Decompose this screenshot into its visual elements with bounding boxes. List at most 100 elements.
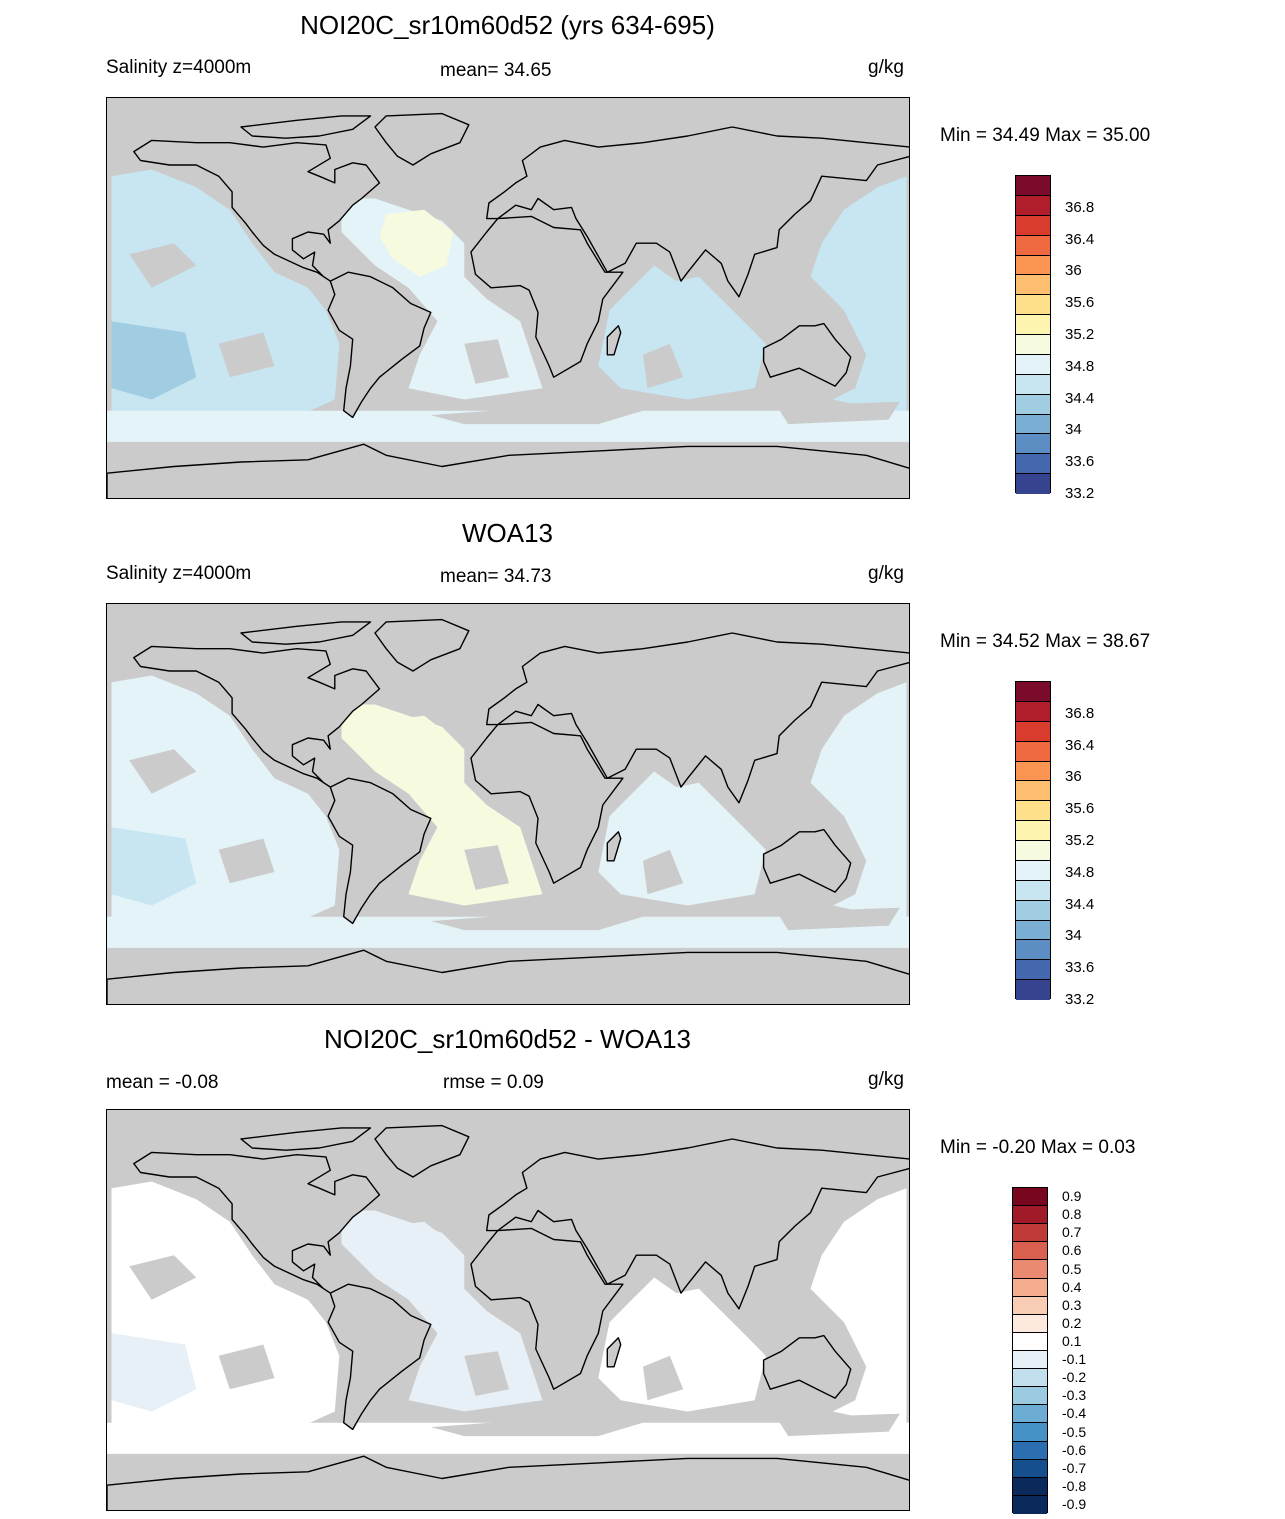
land-eurasia bbox=[486, 632, 909, 804]
colorbar-tick-label: 35.6 bbox=[1065, 294, 1095, 312]
ocean-region-pacific bbox=[810, 1188, 907, 1428]
colorbar-swatch bbox=[1016, 761, 1050, 782]
colorbar bbox=[1015, 681, 1051, 1000]
ocean-region-southern bbox=[107, 410, 909, 442]
colorbar-swatch bbox=[1016, 454, 1050, 475]
ridge-shallow-region bbox=[777, 1413, 900, 1437]
ridge-shallow-region bbox=[777, 401, 900, 425]
colorbar-swatch bbox=[1013, 1459, 1047, 1478]
colorbar-swatch bbox=[1016, 474, 1050, 494]
colorbar-swatch bbox=[1016, 940, 1050, 961]
map-canvas bbox=[107, 98, 909, 498]
ocean-region-deep bbox=[111, 321, 197, 400]
colorbar-swatch bbox=[1016, 860, 1050, 881]
colorbar-tick-label: 0.8 bbox=[1062, 1206, 1082, 1223]
colorbar-tick-label: -0.3 bbox=[1062, 1387, 1087, 1404]
colorbar-swatch bbox=[1013, 1314, 1047, 1333]
colorbar-tick-label: 36.8 bbox=[1065, 198, 1095, 216]
land-madagascar bbox=[606, 831, 622, 862]
colorbar-tick-label: 36 bbox=[1065, 768, 1082, 786]
colorbar-swatch bbox=[1016, 176, 1050, 196]
colorbar-tick-label: 0.4 bbox=[1062, 1278, 1082, 1295]
ridge-shallow-region bbox=[129, 1255, 197, 1300]
colorbar-swatch bbox=[1016, 255, 1050, 276]
land-antarctica bbox=[107, 1455, 909, 1510]
ocean-region-deep bbox=[111, 1333, 197, 1412]
colorbar-tick-label: -0.8 bbox=[1062, 1477, 1087, 1494]
rmse-label: rmse = 0.09 bbox=[443, 1072, 544, 1093]
salinity-map bbox=[106, 97, 910, 499]
colorbar-swatch bbox=[1013, 1477, 1047, 1496]
panel-model: NOI20C_sr10m60d52 (yrs 634-695) Salinity… bbox=[0, 0, 1285, 505]
colorbar-tick-label: -0.4 bbox=[1062, 1405, 1087, 1422]
colorbar-swatch bbox=[1016, 275, 1050, 296]
colorbar-swatch bbox=[1016, 434, 1050, 455]
panel-title: NOI20C_sr10m60d52 (yrs 634-695) bbox=[300, 10, 715, 40]
land-north-america bbox=[133, 1151, 381, 1294]
land-eurasia bbox=[486, 126, 909, 298]
colorbar-tick-label: 0.9 bbox=[1062, 1188, 1082, 1205]
colorbar-swatch bbox=[1016, 682, 1050, 702]
colorbar-swatch bbox=[1016, 295, 1050, 316]
ridge-shallow-region bbox=[430, 406, 643, 425]
ocean-region-indian bbox=[598, 1277, 766, 1412]
land-antarctica bbox=[107, 949, 909, 1004]
ridge-shallow-region bbox=[218, 332, 275, 378]
min-max-label: Min = -0.20 Max = 0.03 bbox=[940, 1137, 1136, 1158]
colorbar-tick-label: -0.1 bbox=[1062, 1351, 1087, 1368]
field-label: Salinity z=4000m bbox=[106, 57, 252, 78]
colorbar-swatch bbox=[1013, 1260, 1047, 1279]
colorbar-swatch bbox=[1016, 195, 1050, 216]
land-madagascar bbox=[606, 1337, 622, 1368]
mean-label: mean= 34.65 bbox=[440, 60, 552, 81]
units-label: g/kg bbox=[868, 57, 904, 78]
land-arctic-islands bbox=[240, 1127, 372, 1151]
land-africa bbox=[470, 215, 624, 378]
panel-title: WOA13 bbox=[461, 518, 554, 548]
colorbar bbox=[1015, 175, 1051, 494]
colorbar-tick-label: 33.6 bbox=[1065, 959, 1095, 977]
panel-title: NOI20C_sr10m60d52 - WOA13 bbox=[323, 1024, 692, 1054]
land-australia bbox=[762, 1334, 852, 1399]
land-eurasia bbox=[486, 1138, 909, 1310]
colorbar-swatch bbox=[1013, 1387, 1047, 1406]
colorbar-swatch bbox=[1013, 1188, 1047, 1207]
mean-label: mean = -0.08 bbox=[106, 1072, 219, 1093]
ridge-shallow-region bbox=[643, 1355, 684, 1401]
colorbar-swatch bbox=[1016, 980, 1050, 1000]
colorbar-swatch bbox=[1013, 1206, 1047, 1225]
units-label: g/kg bbox=[868, 1069, 904, 1090]
ocean-region-highlight bbox=[379, 1221, 454, 1289]
colorbar-swatch bbox=[1016, 701, 1050, 722]
land-greenland bbox=[374, 112, 470, 166]
land-south-america bbox=[327, 271, 432, 419]
colorbar-swatch bbox=[1013, 1351, 1047, 1370]
field-label: Salinity z=4000m bbox=[106, 563, 252, 584]
colorbar-swatch bbox=[1016, 841, 1050, 861]
colorbar-tick-label: 36 bbox=[1065, 262, 1082, 280]
colorbar-tick-label: 0.3 bbox=[1062, 1296, 1082, 1313]
ocean-region-pacific bbox=[810, 682, 907, 922]
units-label: g/kg bbox=[868, 563, 904, 584]
colorbar-swatch bbox=[1016, 920, 1050, 941]
ocean-region-deep bbox=[111, 827, 197, 906]
land-south-america bbox=[327, 777, 432, 925]
land-australia bbox=[762, 828, 852, 893]
colorbar-tick-label: 35.2 bbox=[1065, 326, 1095, 343]
colorbar-swatch bbox=[1016, 235, 1050, 256]
land-south-america bbox=[327, 1283, 432, 1431]
ridge-shallow-region bbox=[643, 849, 684, 895]
colorbar-swatch bbox=[1016, 900, 1050, 921]
land-africa bbox=[470, 721, 624, 884]
ridge-shallow-region bbox=[129, 749, 197, 794]
colorbar-tick-label: 33.2 bbox=[1065, 485, 1095, 502]
colorbar-swatch bbox=[1013, 1278, 1047, 1297]
colorbar-swatch bbox=[1016, 821, 1050, 841]
land-australia bbox=[762, 322, 852, 387]
colorbar-tick-label: 35.2 bbox=[1065, 832, 1095, 849]
colorbar-tick-label: 36.8 bbox=[1065, 704, 1095, 722]
colorbar-tick-label: 34.4 bbox=[1065, 389, 1095, 407]
colorbar-swatch bbox=[1013, 1405, 1047, 1424]
colorbar-tick-label: -0.6 bbox=[1062, 1441, 1087, 1458]
land-greenland bbox=[374, 1124, 470, 1178]
